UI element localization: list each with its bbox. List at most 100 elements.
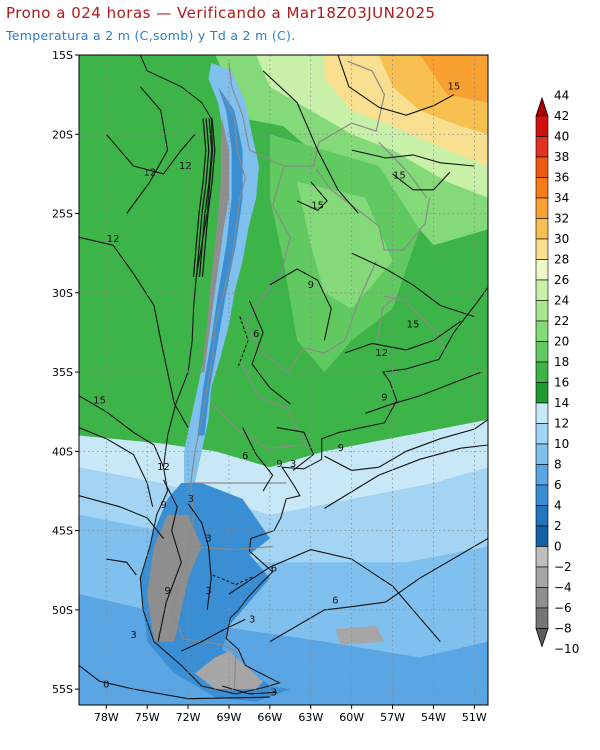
- coastal-contour-1: [195, 118, 210, 278]
- border-line-3: [378, 141, 428, 199]
- colorbar-swatch: [535, 300, 549, 322]
- contour-label: 15: [311, 201, 324, 212]
- lon-label: 72W: [176, 711, 201, 724]
- lat-label: 50S: [52, 604, 73, 617]
- contour-label: 15: [393, 170, 406, 181]
- lat-label: 30S: [52, 287, 73, 300]
- colorbar-level-label: 30: [554, 232, 569, 246]
- contour-label: 12: [179, 161, 192, 172]
- colorbar-level-label: 18: [554, 355, 569, 369]
- colorbar-level-label: −10: [554, 642, 579, 656]
- border-line-6: [244, 167, 377, 373]
- colorbar-level-label: 6: [554, 478, 562, 492]
- colorbar-level-label: −8: [554, 622, 572, 636]
- contour-label: 0: [103, 679, 109, 690]
- colorbar-swatch: [535, 587, 549, 609]
- colorbar-swatch: [535, 423, 549, 445]
- colorbar-level-label: 16: [554, 376, 569, 390]
- lat-label: 45S: [52, 525, 73, 538]
- colorbar-swatch: [535, 484, 549, 506]
- contour-label: 6: [271, 564, 277, 575]
- colorbar-level-label: −6: [554, 601, 572, 615]
- colorbar-level-label: 28: [554, 253, 569, 267]
- lon-label: 57W: [380, 711, 405, 724]
- colorbar-level-label: −2: [554, 560, 572, 574]
- colorbar-top-arrow: [535, 96, 549, 117]
- lon-label: 54W: [421, 711, 446, 724]
- lon-label: 66W: [257, 711, 282, 724]
- colorbar-swatch: [535, 115, 549, 137]
- contour-label: 3: [249, 614, 255, 625]
- colorbar-level-label: 0: [554, 540, 562, 554]
- field-warm-34: [419, 55, 488, 103]
- border-line-5: [375, 295, 399, 347]
- dewpoint-contour-13: [344, 320, 462, 354]
- contour-label: 3: [205, 534, 211, 545]
- dewpoint-contour-dashed-1: [212, 574, 254, 586]
- dewpoint-contour-21: [242, 427, 274, 492]
- contour-label: 6: [332, 595, 338, 606]
- field-malvinas: [335, 625, 385, 645]
- lon-label: 69W: [217, 711, 242, 724]
- colorbar-swatch: [535, 177, 549, 199]
- lat-label: 35S: [52, 366, 73, 379]
- coastal-contour-2: [198, 118, 213, 278]
- colorbar-level-label: 24: [554, 294, 569, 308]
- colorbar-level-label: 20: [554, 335, 569, 349]
- colorbar-swatch: [535, 443, 549, 465]
- colorbar-level-label: 4: [554, 499, 562, 513]
- contour-label: 3: [188, 494, 194, 505]
- dewpoint-contour-14: [351, 252, 475, 318]
- lat-label: 15S: [52, 49, 73, 62]
- contour-label: 6: [253, 329, 259, 340]
- dewpoint-contour-10: [324, 444, 488, 509]
- colorbar-swatch: [535, 218, 549, 240]
- colorbar-swatch: [535, 238, 549, 260]
- dewpoint-contour-dashed-0: [237, 316, 249, 366]
- colorbar-swatch: [535, 361, 549, 383]
- colorbar-swatch: [535, 156, 549, 178]
- lat-label: 25S: [52, 208, 73, 221]
- dewpoint-contour-19: [248, 300, 291, 405]
- dewpoint-contour-3: [79, 395, 165, 468]
- border-line-2: [315, 168, 430, 251]
- border-line-8: [189, 545, 273, 551]
- colorbar-swatch: [535, 546, 549, 568]
- map-frame: [78, 54, 489, 706]
- contour-label: 6: [242, 451, 248, 462]
- contour-label: 3: [271, 687, 277, 698]
- contour-label: 15: [448, 82, 461, 93]
- dewpoint-contour-5: [79, 495, 164, 539]
- colorbar-swatch: [535, 464, 549, 486]
- colorbar-level-label: 14: [554, 396, 569, 410]
- colorbar-swatch: [535, 279, 549, 301]
- dewpoint-contour-27: [392, 171, 451, 191]
- colorbar-level-label: 38: [554, 150, 569, 164]
- contour-label: 9: [164, 586, 170, 597]
- map-subtitle: Temperatura a 2 m (C,somb) y Td a 2 m (C…: [6, 28, 296, 43]
- colorbar-swatch: [535, 566, 549, 588]
- coastline: [139, 55, 488, 695]
- contour-label: 12: [107, 234, 120, 245]
- contour-label: 9: [381, 392, 387, 403]
- dewpoint-contour-4: [79, 427, 154, 507]
- colorbar-swatch: [535, 320, 549, 342]
- border-line-0: [171, 94, 246, 690]
- contour-label: 9: [160, 500, 166, 511]
- contour-label: 12: [157, 462, 170, 473]
- dewpoint-contour-16: [351, 149, 475, 167]
- colorbar-level-label: 40: [554, 130, 569, 144]
- contour-label: 9: [338, 443, 344, 454]
- colorbar-swatch: [535, 136, 549, 158]
- colorbar-swatch: [535, 525, 549, 547]
- lat-label: 20S: [52, 128, 73, 141]
- colorbar-level-label: 34: [554, 191, 569, 205]
- field-fuego: [194, 651, 264, 690]
- contour-label: 12: [144, 167, 157, 178]
- lon-label: 63W: [298, 711, 323, 724]
- colorbar-bottom-arrow: [535, 628, 549, 648]
- axis-labels: 15S 20S 25S 30S 35S 40S 45S 50S 55S 78W 75W 72W 69W 6…: [52, 49, 487, 724]
- lon-label: 51W: [462, 711, 487, 724]
- dewpoint-contour-17: [296, 181, 328, 212]
